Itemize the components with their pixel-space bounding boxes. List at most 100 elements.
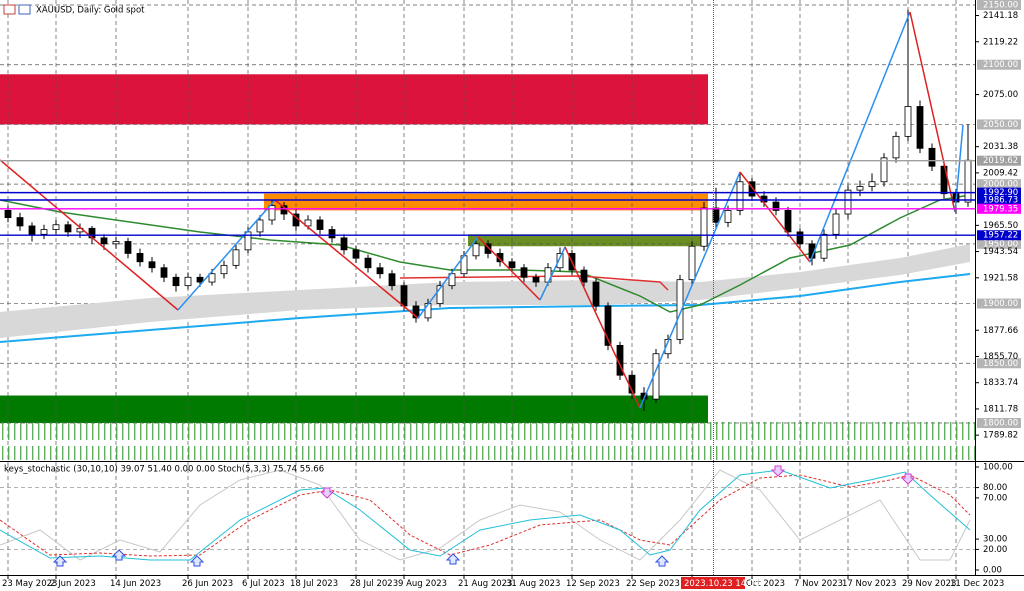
x-tick-label: 23 May 2023 [2,579,57,589]
candle-body [28,225,36,235]
y-tick-box [977,298,1021,309]
x-tick-label: 2 Jun 2023 [50,579,96,589]
candle-body [172,276,180,287]
candle-body [520,267,528,278]
candle-body [4,210,12,218]
x-tick-label: 14 Jun 2023 [110,579,161,589]
stoch-tick-label: 100.00 [983,463,1013,473]
level-box [977,187,1021,198]
crosshair-label: 2023.10.23 14:00 [684,579,760,589]
zone [0,74,708,125]
x-tick-label: 18 Jul 2023 [290,579,338,589]
y-tick-label: 2050.00 [983,120,1018,130]
candle-body [904,106,912,137]
x-tick-label: 26 Jun 2023 [182,579,233,589]
level-box [977,194,1021,205]
zigzag-up [417,236,479,319]
y-tick-label: 1789.82 [983,431,1018,441]
y-tick-label: 1950.00 [983,239,1018,249]
indicator-title: keys_stochastic (30,10,10) 39.07 51.40 0… [4,465,324,475]
y-tick-label: 1877.66 [983,326,1018,336]
y-tick-label: 1921.58 [983,273,1018,283]
candle-body [352,249,360,259]
ma-green [0,194,971,313]
y-tick-label: 1800.00 [983,419,1018,429]
down-arrow [770,465,786,477]
candle-body [64,224,72,233]
candle-body [508,261,516,269]
up-arrow [52,555,68,567]
candle-body [340,237,348,251]
y-tick-label: 2150.00 [983,1,1018,11]
candle-body [268,205,276,221]
candle-body [124,241,132,254]
candle-body [796,231,804,245]
candle-body [364,257,372,269]
zone [264,193,708,211]
candle-body [472,243,480,257]
y-tick-label: 1943.54 [983,247,1018,257]
candle-body [400,285,408,307]
stoch-tick-label: 80.00 [983,483,1007,493]
stoch-grey [0,469,971,561]
zigzag-down [739,171,811,263]
up-arrow [654,555,670,567]
candle-body [532,276,540,283]
signal-arrows-up [52,549,670,567]
candle-body [160,267,168,278]
y-tick-label: 1965.50 [983,221,1018,231]
chart-title: XAUUSD, Daily: Gold spot [36,6,145,16]
y-tick-label: 1833.74 [983,378,1018,388]
symbol-icon [3,4,16,15]
x-tick-label: 28 Jul 2023 [350,579,398,589]
candle-body [880,157,888,183]
candle-body [772,201,780,211]
crosshair-label-bg [681,577,745,589]
y-tick-label: 2075.00 [983,90,1018,100]
up-arrow [445,553,461,565]
candle-body [208,273,216,283]
x-tick-label: 7 Nov 2023 [794,579,843,589]
zone [0,395,708,423]
candle-body [304,219,312,227]
y-tick-label: 2100.00 [983,60,1018,70]
down-arrow [900,473,916,485]
y-tick-box [977,119,1021,130]
y-tick-label: 2119.22 [983,37,1018,47]
up-arrow [189,555,205,567]
candle-body [832,213,840,235]
volume-bars [0,422,975,460]
candle-body [820,233,828,259]
level-label: 1957.22 [983,231,1018,241]
zigzag-down [909,11,956,213]
candle-body [700,207,708,247]
candle-body [784,210,792,233]
candle-body [16,217,24,227]
candle-body [664,338,672,355]
stoch-tick-label: 70.00 [983,493,1007,503]
level-box [977,203,1021,214]
ma-band [0,244,970,338]
stoch-tick-label: 20.00 [983,545,1007,555]
y-tick-label: 1850.00 [983,359,1018,369]
candle-body [52,224,60,230]
y-tick-box [977,358,1021,369]
level-label: 1979.35 [983,204,1018,214]
candle-body [196,276,204,283]
x-tick-label: 9 Aug 2023 [398,579,447,589]
candle-body [220,264,228,275]
zigzag-down [274,199,419,319]
candle-body [40,229,48,235]
x-tick-label: 29 Nov 2023 [902,579,956,589]
level-box [977,230,1021,241]
zigzag-up [954,124,964,213]
x-tick-label: 6 Jul 2023 [242,579,285,589]
zigzag-up [177,199,276,311]
up-arrow [111,549,127,561]
y-tick-box [977,418,1021,428]
candle-body [148,261,156,269]
candle-body [892,135,900,159]
candle-body [136,253,144,263]
